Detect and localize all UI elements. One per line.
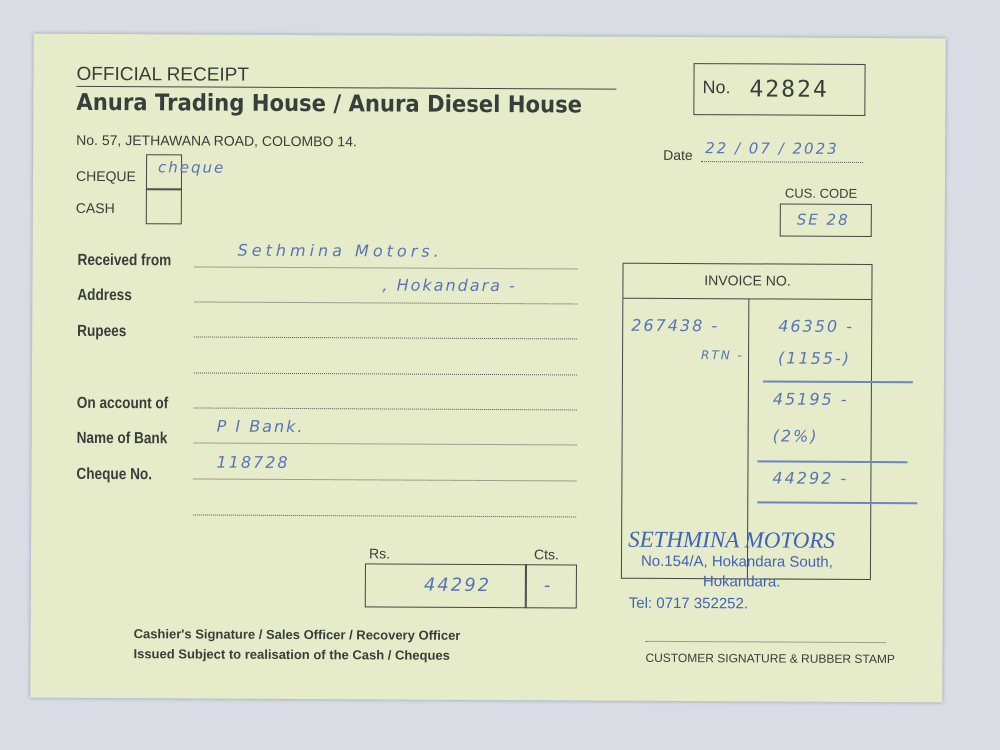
bank-line: [193, 442, 577, 446]
receipt-number-box: No. 42824: [693, 63, 866, 116]
invoice-line: 45195 -: [772, 389, 849, 409]
bank-value: P I Bank.: [216, 416, 305, 437]
invoice-line: (1155-): [778, 348, 852, 368]
issued-note: Issued Subject to realisation of the Cas…: [133, 646, 450, 663]
date-value: 22 / 07 / 2023: [705, 139, 839, 158]
customer-signature-line: [645, 640, 886, 644]
stamp-name: SETHMINA MOTORS: [628, 526, 835, 553]
stamp-city: Hokandara.: [702, 573, 781, 591]
cheque-label: CHEQUE: [75, 167, 136, 185]
rs-label: Rs.: [368, 545, 391, 562]
date-label: Date: [663, 146, 693, 164]
underline: [757, 501, 918, 505]
cts-value: -: [543, 575, 553, 597]
receipt-number-label: No.: [702, 77, 731, 98]
underline: [757, 460, 908, 464]
bank-label: Name of Bank: [76, 429, 168, 448]
rs-box: 44292: [364, 563, 527, 609]
on-account-label: On account of: [76, 394, 169, 413]
date-line: [701, 161, 864, 163]
rupees-line: [194, 336, 578, 340]
on-account-line: [193, 407, 577, 411]
rupees-line-2: [193, 372, 577, 376]
company-name: Anura Trading House / Anura Diesel House: [76, 89, 583, 119]
cashier-signature-label: Cashier's Signature / Sales Officer / Re…: [133, 626, 461, 643]
cheque-no-value: 118728: [216, 452, 290, 472]
address-label: Address: [77, 286, 132, 305]
cash-label: CASH: [75, 199, 115, 217]
cus-code: SE 28: [796, 210, 850, 229]
receipt-title: OFFICIAL RECEIPT: [76, 63, 250, 86]
cus-code-label: CUS. CODE: [784, 185, 858, 201]
invoice-line: (2%): [772, 426, 819, 446]
stamp-address: No.154/A, Hokandara South,: [640, 552, 833, 571]
invoice-rtn-label: RTN -: [701, 348, 744, 363]
cus-code-box: SE 28: [779, 203, 872, 238]
cheque-note: cheque: [157, 158, 226, 177]
cts-box: -: [524, 564, 577, 609]
invoice-header: INVOICE NO.: [704, 272, 791, 289]
rs-value: 44292: [423, 574, 492, 597]
company-address: No. 57, JETHAWANA ROAD, COLOMBO 14.: [76, 131, 357, 150]
received-from-line: [194, 266, 578, 270]
extra-line: [193, 514, 577, 518]
address-value: , Hokandara -: [382, 275, 517, 296]
invoice-line: 46350 -: [778, 316, 855, 336]
customer-signature-label: CUSTOMER SIGNATURE & RUBBER STAMP: [645, 650, 895, 667]
receipt-number: 42824: [749, 76, 829, 103]
cheque-no-label: Cheque No.: [76, 465, 153, 484]
cash-checkbox[interactable]: [145, 188, 182, 225]
address-line: [194, 301, 578, 305]
received-from-value: Sethmina Motors.: [237, 240, 443, 261]
rupees-label: Rupees: [77, 322, 127, 341]
invoice-number: 267438 -: [631, 315, 720, 336]
cts-label: Cts.: [533, 546, 559, 563]
received-from-label: Received from: [77, 251, 172, 270]
underline: [762, 380, 913, 384]
stamp-tel: Tel: 0717 352252.: [628, 594, 749, 613]
invoice-line: 44292 -: [772, 468, 849, 488]
cheque-no-line: [193, 478, 577, 482]
title-rule: [76, 85, 617, 90]
receipt: OFFICIAL RECEIPT Anura Trading House / A…: [30, 33, 946, 703]
